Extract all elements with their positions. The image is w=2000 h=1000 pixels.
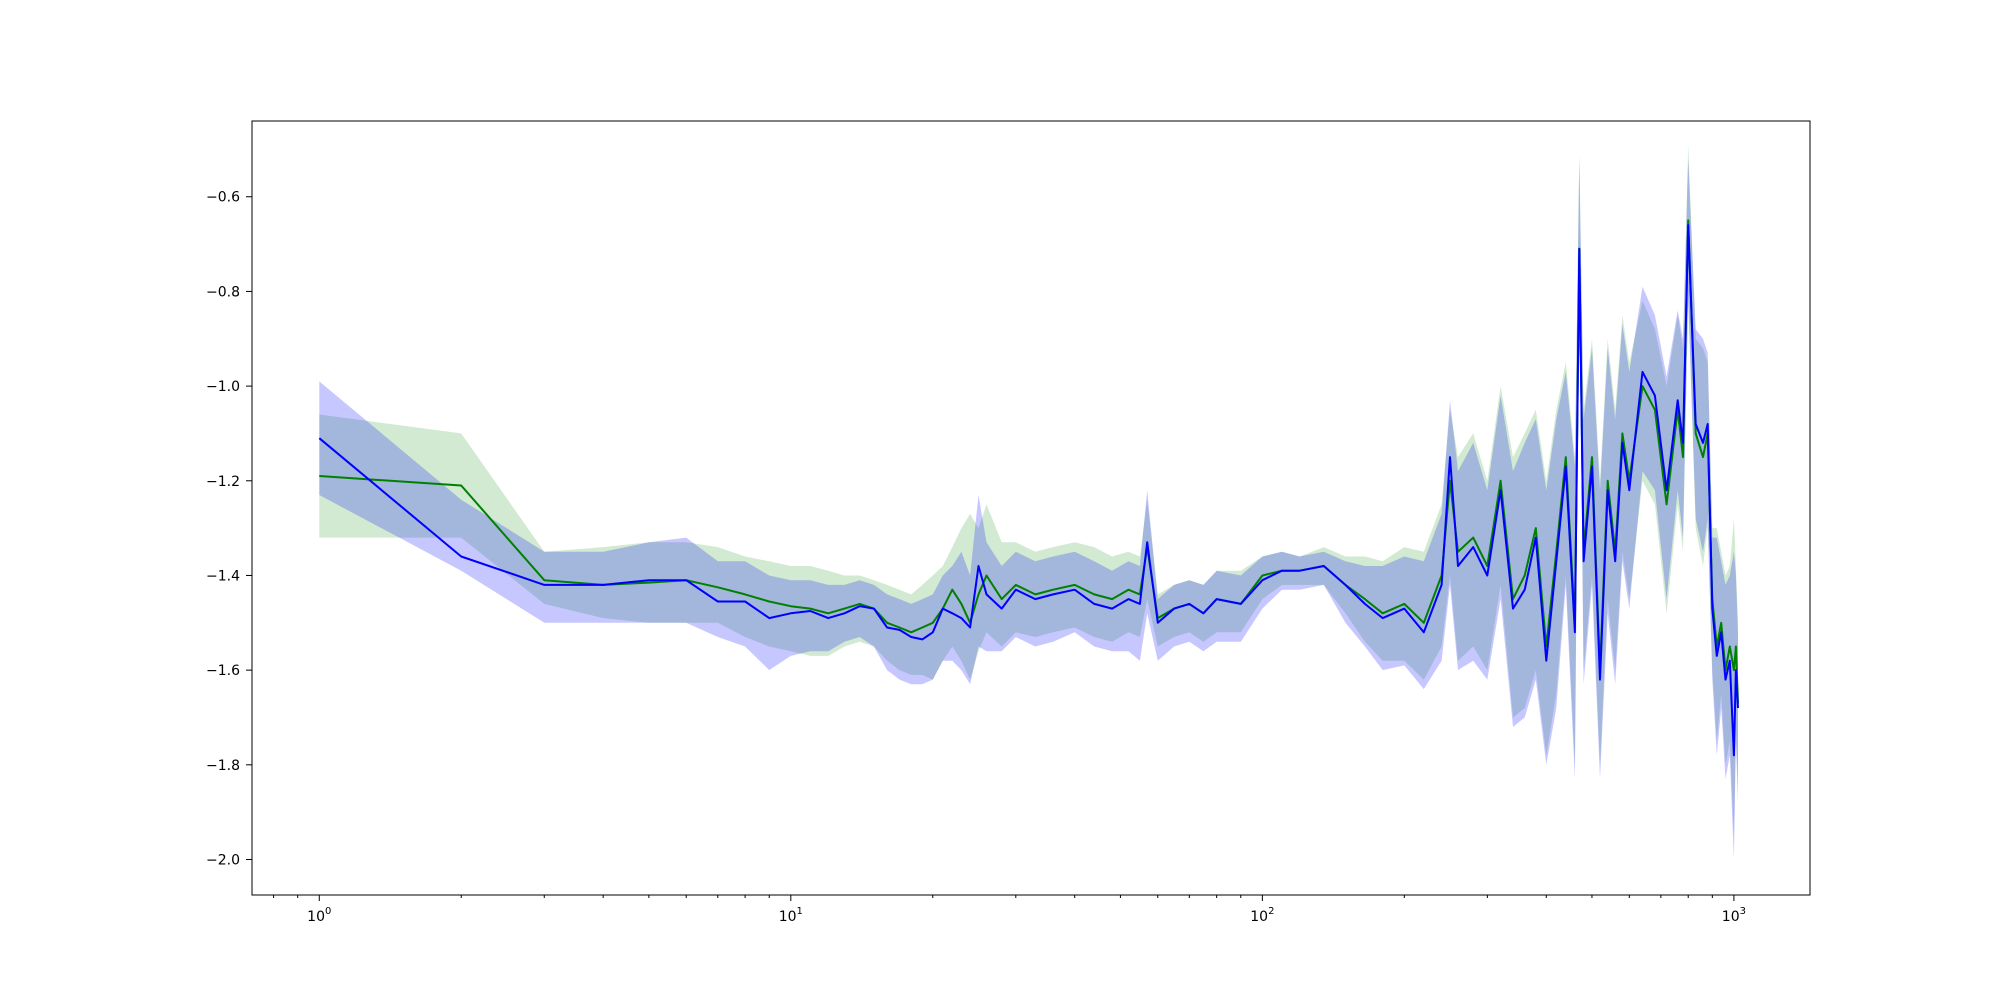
y-tick-label: −1.2 [206, 474, 240, 490]
y-tick-label: −1.8 [206, 758, 240, 774]
y-tick-label: −0.6 [206, 190, 240, 206]
plot-area [318, 144, 1739, 860]
series-1-band [319, 144, 1738, 836]
x-tick-label: 102 [1250, 906, 1274, 925]
series-2-line [318, 224, 1739, 757]
y-tick-label: −0.8 [206, 284, 240, 300]
x-tick-label: 103 [1722, 906, 1746, 925]
y-tick-label: −1.0 [206, 379, 240, 395]
y-tick-label: −1.4 [206, 568, 240, 584]
y-tick-label: −2.0 [206, 852, 240, 868]
y-tick-label: −1.6 [206, 663, 240, 679]
x-axis: 100 101 102 103 [273, 895, 1746, 925]
x-tick-label: 101 [779, 906, 803, 925]
y-axis: −0.6 −0.8 −1.0 −1.2 −1.4 −1.6 −1.8 −2.0 [206, 190, 252, 868]
x-tick-label: 100 [307, 906, 331, 925]
axes-frame [251, 120, 1811, 896]
